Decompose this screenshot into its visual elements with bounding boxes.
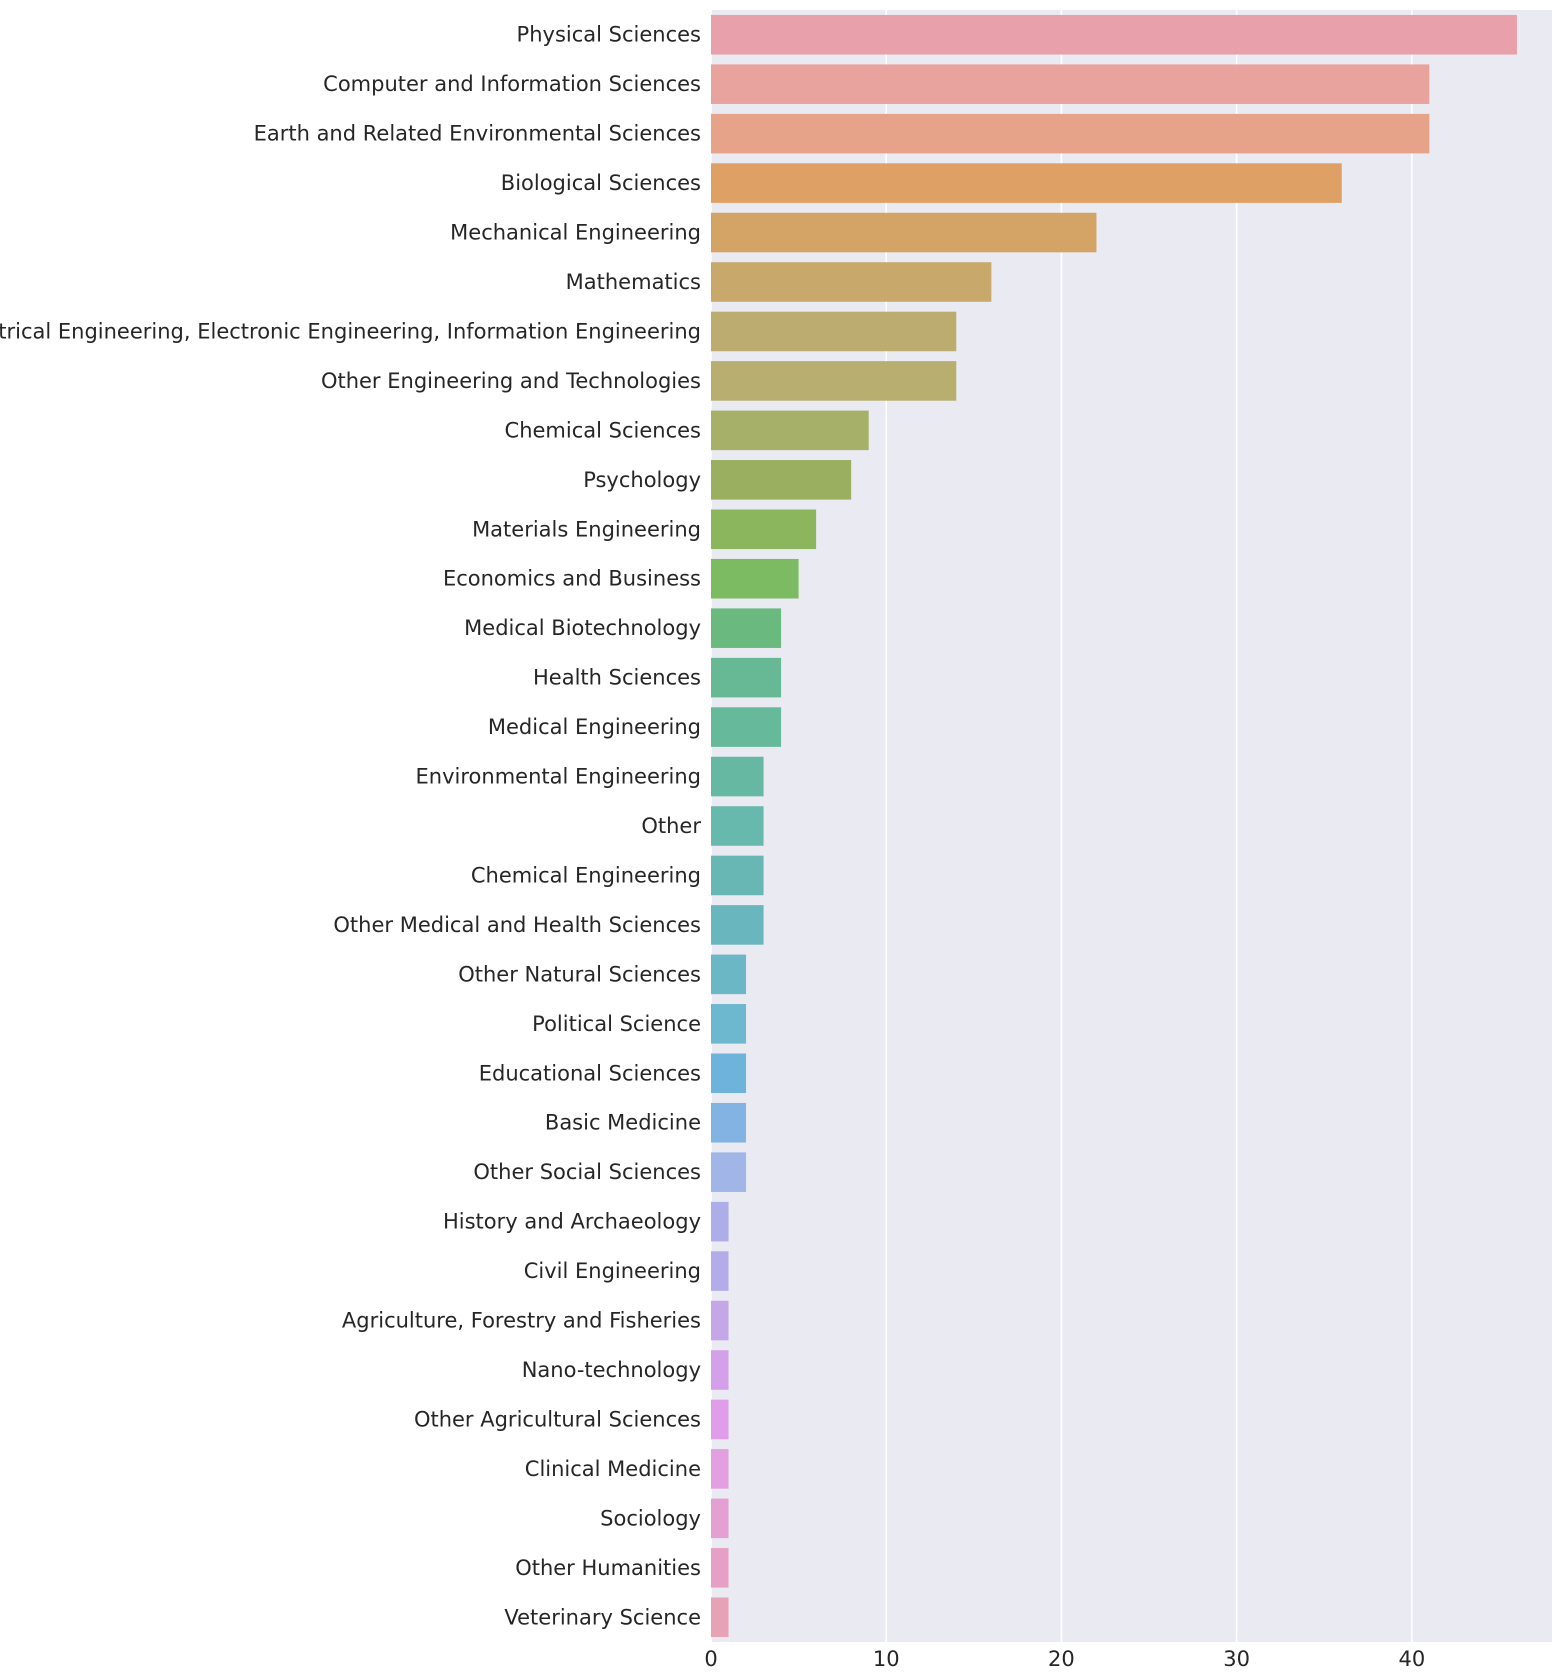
category-label: Educational Sciences <box>479 1061 701 1085</box>
category-label: Other Social Sciences <box>473 1160 701 1184</box>
bar-1 <box>711 14 1517 55</box>
category-label: Agriculture, Forestry and Fisheries <box>342 1309 701 1333</box>
bar-14 <box>711 657 782 698</box>
bar-24 <box>711 1152 747 1192</box>
category-label: Other Natural Sciences <box>458 962 701 986</box>
bar-9 <box>711 410 869 451</box>
category-label: Other Medical and Health Sciences <box>333 913 701 937</box>
bar-15 <box>711 707 782 747</box>
bars <box>711 14 1517 1638</box>
category-label: Other <box>641 814 701 838</box>
bar-28 <box>711 1350 729 1390</box>
category-label: Medical Engineering <box>488 715 701 739</box>
category-label: Mathematics <box>566 270 701 294</box>
category-label: Computer and Information Sciences <box>323 72 701 96</box>
bar-3 <box>711 113 1430 154</box>
category-label: Economics and Business <box>443 567 701 591</box>
bar-10 <box>711 460 852 500</box>
category-label: Other Humanities <box>515 1556 701 1580</box>
plot-area <box>711 10 1552 1642</box>
category-label: Medical Biotechnology <box>464 616 701 640</box>
category-label: Civil Engineering <box>524 1259 701 1283</box>
x-tick-label: 0 <box>704 1647 717 1671</box>
bar-31 <box>711 1498 729 1539</box>
bar-23 <box>711 1102 747 1143</box>
bar-13 <box>711 608 782 648</box>
bar-25 <box>711 1201 729 1242</box>
bar-16 <box>711 756 764 797</box>
category-label: Other Agricultural Sciences <box>414 1407 701 1431</box>
category-label: History and Archaeology <box>443 1210 701 1234</box>
category-label: Environmental Engineering <box>416 765 701 789</box>
bar-29 <box>711 1399 729 1440</box>
category-label: Political Science <box>532 1012 701 1036</box>
bar-12 <box>711 558 799 599</box>
category-labels: Physical Sciences Computer and Informatio… <box>0 23 701 1630</box>
bar-27 <box>711 1300 729 1341</box>
category-label: Earth and Related Environmental Sciences <box>254 122 701 146</box>
category-label: Sociology <box>600 1506 701 1530</box>
bar-17 <box>711 806 764 846</box>
category-label: Electrical Engineering, Electronic Engin… <box>0 319 701 343</box>
category-label: Health Sciences <box>533 666 701 690</box>
bar-22 <box>711 1053 747 1094</box>
category-label: Basic Medicine <box>545 1111 701 1135</box>
bar-18 <box>711 855 764 896</box>
category-label: Chemical Sciences <box>505 418 701 442</box>
x-tick-label: 10 <box>873 1647 900 1671</box>
category-label: Mechanical Engineering <box>450 221 701 245</box>
category-label: Clinical Medicine <box>525 1457 701 1481</box>
category-label: Chemical Engineering <box>471 863 701 887</box>
bar-32 <box>711 1548 729 1588</box>
category-label: Nano-technology <box>522 1358 701 1382</box>
bar-8 <box>711 361 957 401</box>
category-label: Veterinary Science <box>504 1605 701 1629</box>
bar-7 <box>711 311 957 352</box>
bar-21 <box>711 1004 747 1044</box>
category-label: Biological Sciences <box>501 171 701 195</box>
bar-26 <box>711 1251 729 1291</box>
category-label: Physical Sciences <box>517 23 701 47</box>
bar-11 <box>711 509 817 550</box>
bar-4 <box>711 163 1342 203</box>
bar-19 <box>711 905 764 945</box>
bar-5 <box>711 212 1097 253</box>
bar-6 <box>711 262 992 302</box>
bar-2 <box>711 64 1430 104</box>
x-tick-label: 30 <box>1223 1647 1250 1671</box>
bar-20 <box>711 954 747 995</box>
category-label: Psychology <box>583 468 701 492</box>
x-tick-label: 20 <box>1048 1647 1075 1671</box>
category-label: Materials Engineering <box>472 517 701 541</box>
bar-33 <box>711 1597 729 1638</box>
bar-30 <box>711 1449 729 1489</box>
category-label: Other Engineering and Technologies <box>321 369 701 393</box>
x-tick-label: 40 <box>1398 1647 1425 1671</box>
x-axis-ticks: 0 10 20 30 40 <box>704 1647 1425 1671</box>
